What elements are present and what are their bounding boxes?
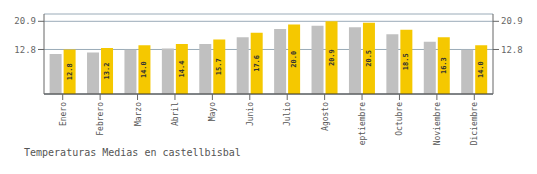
svg-text:14.0: 14.0 [477,61,485,78]
svg-text:14.4: 14.4 [178,61,186,78]
svg-text:Junio: Junio [246,102,255,126]
svg-text:Octubre: Octubre [395,102,404,136]
svg-text:20.9: 20.9 [14,16,36,26]
svg-text:Julio: Julio [283,102,292,126]
html-text:Temperaturas Medias en castell: Temperaturas Medias en castellbisbal [24,147,241,158]
svg-text:12.8: 12.8 [501,45,523,55]
svg-text:12.8: 12.8 [14,45,36,55]
svg-text:Diciembre: Diciembre [470,102,479,146]
svg-text:16.3: 16.3 [440,57,448,74]
svg-text:20.9: 20.9 [501,16,523,26]
svg-text:12.8: 12.8 [66,63,74,80]
svg-text:20.0: 20.0 [290,51,298,68]
svg-text:Noviembre: Noviembre [433,102,442,146]
svg-text:Agosto: Agosto [321,102,330,131]
svg-text:Mayo: Mayo [208,102,217,121]
svg-text:Abril: Abril [171,102,180,126]
svg-text:Marzo: Marzo [134,102,143,126]
svg-text:Febrero: Febrero [96,102,105,136]
svg-text:13.2: 13.2 [103,63,111,80]
svg-text:14.0: 14.0 [140,61,148,78]
svg-text:18.5: 18.5 [402,53,410,70]
svg-text:15.7: 15.7 [215,58,223,75]
svg-text:17.6: 17.6 [253,55,261,72]
svg-text:Enero: Enero [59,102,68,126]
svg-text:20.9: 20.9 [328,49,336,66]
svg-text:20.5: 20.5 [365,50,373,67]
svg-text:Septiembre: Septiembre [358,102,367,146]
